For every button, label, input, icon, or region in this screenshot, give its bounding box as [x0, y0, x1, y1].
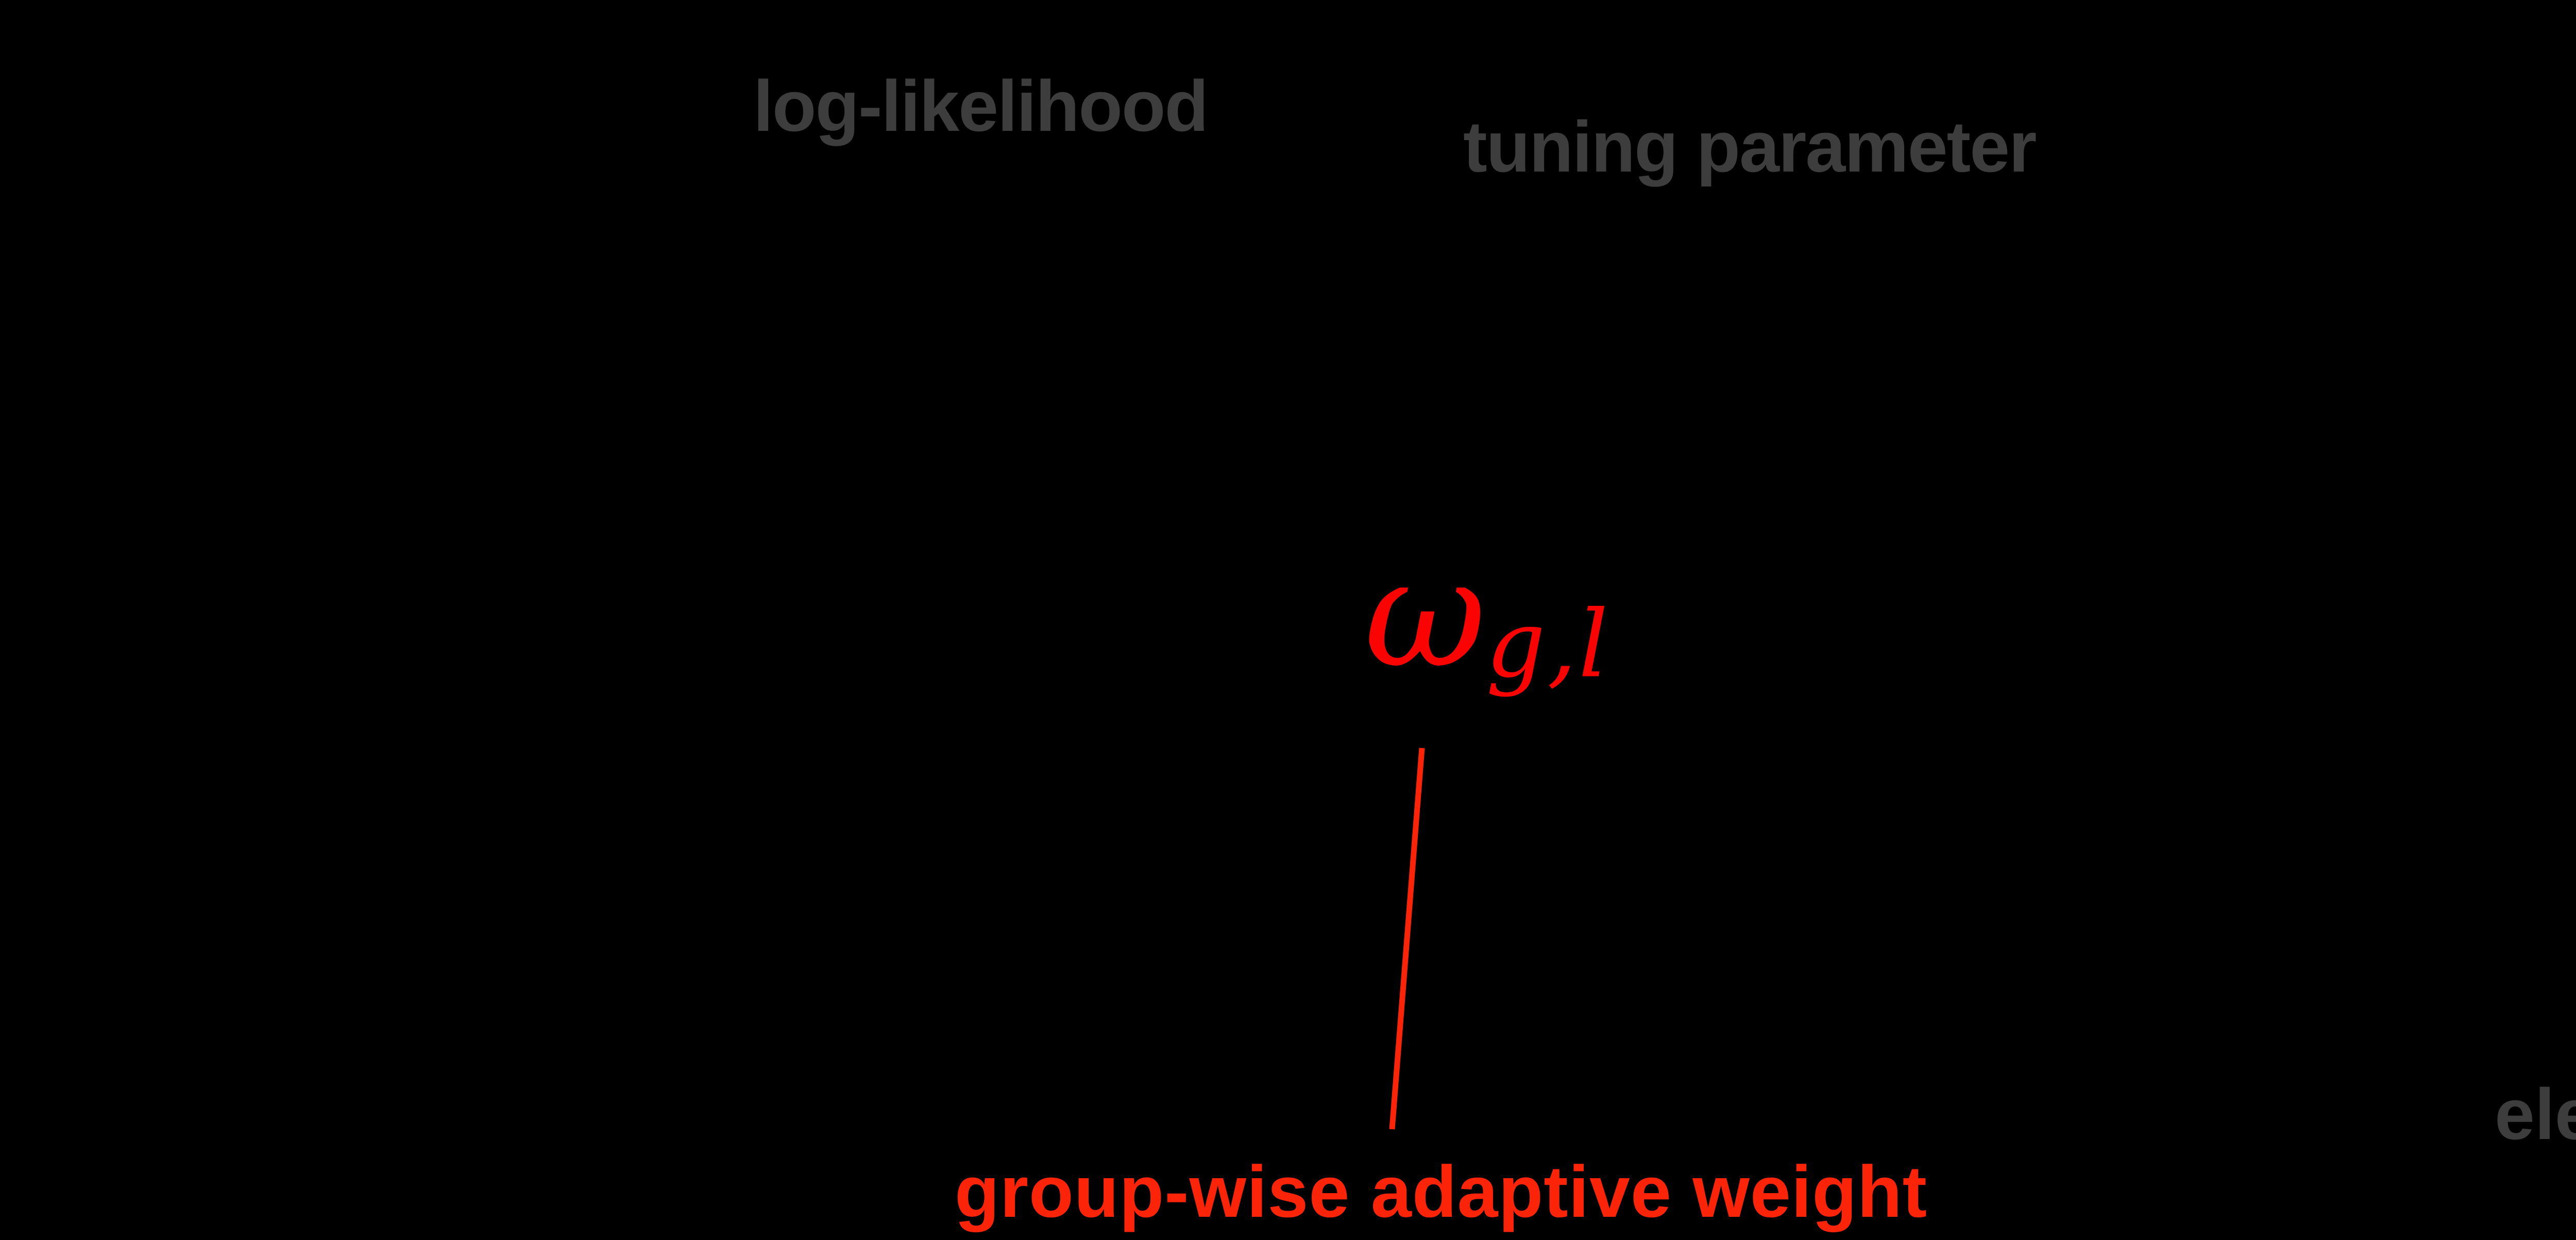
callout-line: [1389, 748, 1425, 1130]
label-log-likelihood: log-likelihood: [753, 65, 1209, 146]
label-tuning-parameter: tuning parameter: [1463, 106, 2037, 187]
omega-subscript: g,l: [1486, 590, 1611, 699]
label-element-of: element of: [2495, 1074, 2576, 1154]
label-group-wise-adaptive-weight: group-wise adaptive weight: [955, 1151, 1928, 1233]
omega-subscript-formula: ωg,l: [1364, 539, 1610, 691]
omega-symbol: ω: [1364, 527, 1486, 701]
